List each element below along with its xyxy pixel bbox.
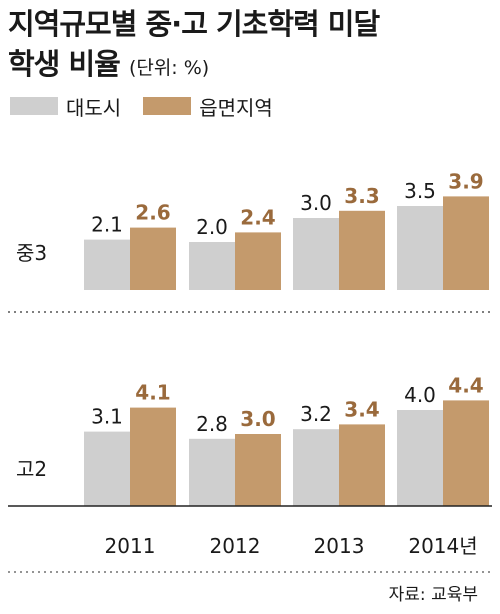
bar-p1-s0-c3 [397, 410, 443, 506]
value-label-p1-s1-c1: 3.0 [240, 407, 275, 431]
legend-item-metro: 대도시 [10, 92, 121, 121]
value-label-p0-s0-c0: 2.1 [91, 213, 123, 237]
value-label-p1-s0-c0: 3.1 [91, 405, 123, 429]
value-label-p0-s0-c3: 3.5 [404, 179, 436, 203]
panel-label-1: 고2 [16, 457, 47, 481]
bar-p0-s0-c3 [397, 206, 443, 290]
value-label-p1-s0-c1: 2.8 [196, 412, 228, 436]
bar-p1-s0-c2 [293, 429, 339, 506]
value-label-p1-s0-c3: 4.0 [404, 383, 436, 407]
bar-p0-s0-c0 [84, 239, 130, 290]
x-tick-label-3: 2014년 [408, 534, 477, 558]
value-label-p0-s1-c3: 3.9 [448, 169, 483, 193]
bar-p0-s1-c0 [130, 227, 176, 290]
title-line-2: 학생 비율 (단위: %) [8, 44, 379, 88]
bar-p0-s0-c2 [293, 218, 339, 290]
value-label-p0-s1-c2: 3.3 [344, 184, 379, 208]
value-label-p0-s0-c2: 3.0 [300, 191, 332, 215]
legend-swatch-metro [10, 97, 58, 115]
title-line-2-text: 학생 비율 [8, 47, 121, 81]
source-note: 자료: 교육부 [388, 585, 478, 605]
value-label-p0-s0-c1: 2.0 [196, 215, 228, 239]
legend-label-town: 읍면지역 [199, 95, 273, 120]
bar-p1-s1-c3 [443, 400, 489, 506]
bar-p1-s0-c1 [189, 438, 235, 506]
bar-p1-s1-c0 [130, 407, 176, 506]
x-tick-label-0: 2011 [105, 534, 156, 558]
value-label-p1-s1-c2: 3.4 [344, 397, 379, 421]
legend: 대도시 읍면지역 [10, 92, 295, 121]
legend-label-metro: 대도시 [66, 95, 122, 120]
bar-p0-s1-c1 [235, 232, 281, 290]
value-label-p1-s1-c3: 4.4 [448, 373, 483, 397]
value-label-p1-s1-c0: 4.1 [135, 381, 170, 405]
chart-title: 지역규모별 중·고 기초학력 미달 학생 비율 (단위: %) [8, 4, 380, 88]
bar-p1-s1-c2 [339, 424, 385, 506]
title-line-1: 지역규모별 중·고 기초학력 미달 [8, 7, 380, 41]
bar-p0-s0-c1 [189, 242, 235, 290]
unit-label: (단위: %) [128, 57, 210, 79]
bar-p0-s1-c2 [339, 210, 385, 290]
x-tick-label-2: 2013 [314, 534, 365, 558]
value-label-p1-s0-c2: 3.2 [300, 402, 332, 426]
legend-item-town: 읍면지역 [143, 92, 273, 121]
x-tick-label-1: 2012 [210, 534, 261, 558]
value-label-p0-s1-c0: 2.6 [135, 201, 170, 225]
panel-label-0: 중3 [16, 241, 47, 265]
bar-p1-s1-c1 [235, 434, 281, 506]
value-label-p0-s1-c1: 2.4 [240, 205, 275, 229]
bar-p1-s0-c0 [84, 431, 130, 506]
legend-swatch-town [143, 97, 192, 115]
bar-p0-s1-c3 [443, 196, 489, 290]
